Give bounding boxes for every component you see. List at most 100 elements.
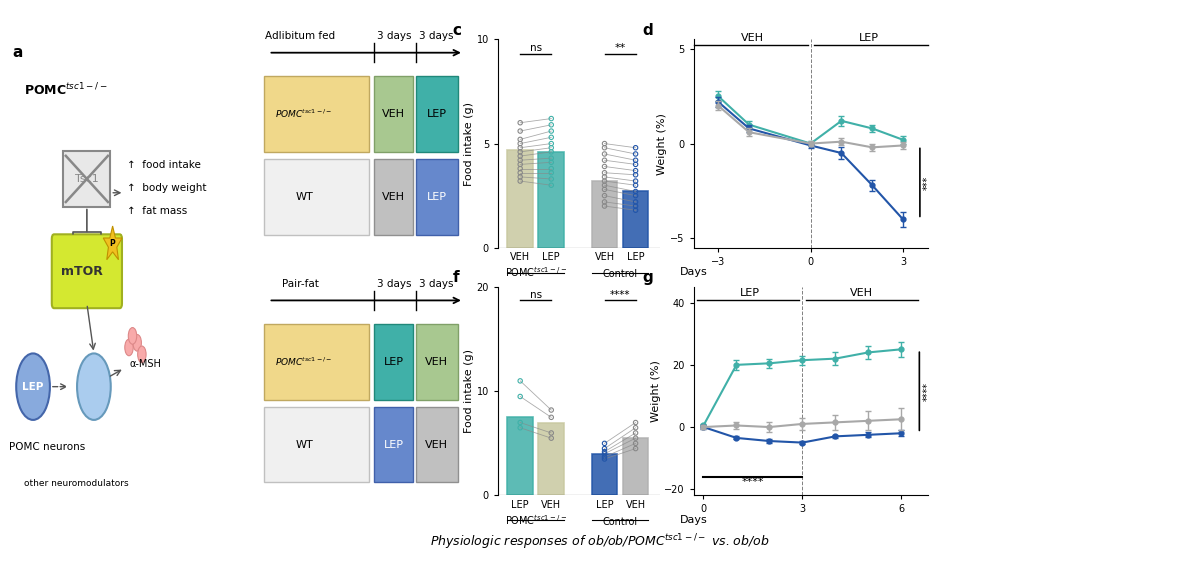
Point <box>541 154 560 163</box>
Point <box>595 191 614 200</box>
Bar <box>508 417 533 495</box>
Point <box>595 439 614 448</box>
Text: LEP: LEP <box>595 500 613 510</box>
Text: VEH: VEH <box>510 252 530 262</box>
Y-axis label: Weight (%): Weight (%) <box>652 360 661 422</box>
Y-axis label: Weight (%): Weight (%) <box>658 113 667 175</box>
Point <box>626 156 646 165</box>
Point <box>626 191 646 200</box>
Point <box>541 133 560 142</box>
Point <box>595 453 614 462</box>
Text: mTOR: mTOR <box>61 265 103 278</box>
Point <box>541 181 560 190</box>
Text: VEH: VEH <box>625 500 646 510</box>
FancyBboxPatch shape <box>264 324 370 400</box>
Text: a: a <box>12 45 23 60</box>
FancyBboxPatch shape <box>415 159 457 235</box>
Point <box>626 160 646 169</box>
Point <box>595 156 614 165</box>
Point <box>510 148 529 157</box>
Text: WT: WT <box>295 440 313 450</box>
Point <box>510 423 529 432</box>
Point <box>541 428 560 437</box>
Text: Pair-fat: Pair-fat <box>282 279 318 289</box>
Bar <box>592 454 617 495</box>
FancyBboxPatch shape <box>373 407 413 482</box>
Text: LEP: LEP <box>384 440 403 450</box>
Bar <box>592 181 617 248</box>
Point <box>510 160 529 169</box>
Point <box>510 168 529 177</box>
Point <box>595 202 614 211</box>
Bar <box>539 422 564 495</box>
Point <box>510 156 529 165</box>
Point <box>510 143 529 152</box>
Circle shape <box>128 328 137 344</box>
Text: POMC$^{tsc1-/-}$: POMC$^{tsc1-/-}$ <box>24 82 107 99</box>
FancyBboxPatch shape <box>415 77 457 152</box>
Point <box>541 405 560 414</box>
Text: VEH: VEH <box>425 440 448 450</box>
Text: ****: **** <box>610 289 630 300</box>
Text: LEP: LEP <box>739 288 760 298</box>
Y-axis label: Food intake (g): Food intake (g) <box>464 349 474 434</box>
Point <box>626 428 646 437</box>
Text: LEP: LEP <box>426 109 446 119</box>
Text: VEH: VEH <box>850 288 874 298</box>
Text: ns: ns <box>529 43 541 53</box>
Text: Control: Control <box>602 517 637 526</box>
Point <box>510 418 529 427</box>
Point <box>510 164 529 173</box>
Text: WT: WT <box>295 192 313 202</box>
Point <box>626 205 646 215</box>
Point <box>595 181 614 190</box>
Text: Control: Control <box>602 269 637 279</box>
Text: ↑  food intake: ↑ food intake <box>127 160 200 170</box>
Text: other neuromodulators: other neuromodulators <box>24 479 128 488</box>
Bar <box>508 150 533 248</box>
Point <box>595 444 614 453</box>
Text: Physiologic responses of ob/ob/POMC$^{tsc1-/-}$ vs. ob/ob: Physiologic responses of ob/ob/POMC$^{ts… <box>430 532 770 552</box>
Text: Days: Days <box>679 515 708 525</box>
Text: c: c <box>452 23 462 38</box>
Point <box>541 175 560 184</box>
Text: ↑  body weight: ↑ body weight <box>127 183 206 193</box>
Point <box>595 185 614 194</box>
FancyBboxPatch shape <box>373 324 413 400</box>
Point <box>626 181 646 190</box>
Point <box>541 120 560 129</box>
Point <box>626 423 646 432</box>
Point <box>595 454 614 463</box>
Point <box>541 158 560 167</box>
Text: α-MSH: α-MSH <box>130 359 161 369</box>
Text: LEP: LEP <box>384 357 403 367</box>
Point <box>510 177 529 186</box>
FancyBboxPatch shape <box>373 77 413 152</box>
Point <box>626 149 646 158</box>
Circle shape <box>138 346 146 363</box>
Point <box>510 376 529 385</box>
Bar <box>623 191 648 248</box>
Point <box>595 449 614 458</box>
Text: 3 days: 3 days <box>419 279 454 289</box>
Point <box>626 202 646 211</box>
Text: f: f <box>452 270 460 285</box>
Text: 3 days: 3 days <box>377 279 412 289</box>
Point <box>626 166 646 175</box>
Text: VEH: VEH <box>382 192 404 202</box>
Text: P: P <box>109 239 115 248</box>
Text: d: d <box>642 23 653 38</box>
Text: POMC$^{tsc1-/-}$: POMC$^{tsc1-/-}$ <box>276 108 332 120</box>
Bar <box>539 152 564 248</box>
Bar <box>623 438 648 495</box>
FancyBboxPatch shape <box>415 407 457 482</box>
Text: ****: **** <box>923 382 932 401</box>
Text: 3 days: 3 days <box>419 31 454 41</box>
Point <box>510 392 529 401</box>
FancyBboxPatch shape <box>415 324 457 400</box>
Point <box>510 172 529 181</box>
Text: ↑  fat mass: ↑ fat mass <box>127 206 187 216</box>
Point <box>541 139 560 148</box>
Point <box>541 143 560 152</box>
Point <box>595 447 614 456</box>
